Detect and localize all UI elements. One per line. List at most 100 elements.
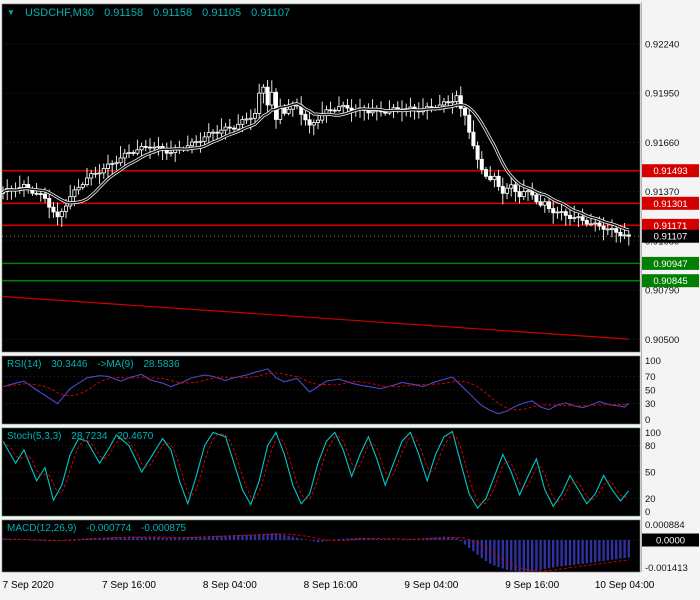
candle-body <box>315 119 320 123</box>
candle-body <box>614 228 619 233</box>
candle-body <box>244 118 249 121</box>
candle-body <box>118 157 123 164</box>
candle-body <box>131 152 136 154</box>
candle-body <box>446 101 451 104</box>
candle-body <box>551 208 556 214</box>
price-tick-label: 0.91950 <box>645 89 679 100</box>
candle-body <box>576 216 581 219</box>
macd-panel-canvas[interactable] <box>1 519 641 573</box>
macd-signal-value: -0.000875 <box>141 523 187 534</box>
ohlc-high: 0.91158 <box>153 7 193 19</box>
candle-body <box>458 95 463 109</box>
candle-body <box>143 146 148 148</box>
candle-body <box>59 211 64 218</box>
candle-body <box>194 141 199 144</box>
candle-body <box>261 86 266 94</box>
candle-body <box>593 222 598 225</box>
candle-body <box>139 146 144 151</box>
candle-body <box>471 131 476 147</box>
stoch-k-line <box>2 430 630 510</box>
candle-body <box>341 104 346 108</box>
candle-body <box>152 146 157 149</box>
candle-body <box>475 145 480 160</box>
candle-body <box>85 177 90 186</box>
price-tick-label: 0.90790 <box>645 286 679 297</box>
macd-zero-label: 0.0000 <box>656 536 685 547</box>
candle-body <box>43 193 48 199</box>
candle-body <box>563 211 568 216</box>
main-chart-canvas[interactable] <box>1 3 641 353</box>
price-tick-label: 0.91660 <box>645 138 679 149</box>
candle-body <box>626 234 631 237</box>
stoch-d-line <box>2 433 629 505</box>
rsi-ma-line <box>2 372 629 411</box>
candle-body <box>72 189 77 198</box>
ma-line <box>2 102 630 231</box>
candle-body <box>345 104 350 109</box>
resistance-price-label: 0.91493 <box>653 166 687 177</box>
macd-signal-line <box>2 533 629 572</box>
candle-body <box>252 113 257 119</box>
resistance-price-label-box <box>642 218 699 232</box>
stoch-tick-label: 50 <box>645 468 656 479</box>
candle-body <box>269 91 274 106</box>
candle-body <box>286 108 291 114</box>
candle-body <box>500 186 505 194</box>
candle-body <box>106 163 111 169</box>
candle-body <box>231 127 236 130</box>
candle-body <box>488 175 493 181</box>
candle-body <box>265 86 270 106</box>
candle-body <box>189 141 194 147</box>
rsi-panel-canvas[interactable] <box>1 355 641 425</box>
rsi-ma-value: 28.5836 <box>143 359 180 370</box>
stoch-panel-canvas[interactable] <box>1 427 641 517</box>
expand-arrow-icon[interactable]: ▼ <box>7 8 15 17</box>
candle-body <box>483 169 488 177</box>
candle-body <box>534 194 539 203</box>
candle-body <box>219 129 224 134</box>
candle-body <box>38 193 43 196</box>
candle-body <box>450 101 455 104</box>
candle-body <box>135 149 140 154</box>
candle-body <box>80 184 85 188</box>
candle-body <box>441 101 446 106</box>
candle-body <box>509 184 514 189</box>
time-axis-label: 7 Sep 16:00 <box>102 580 156 591</box>
time-axis-label: 8 Sep 16:00 <box>304 580 358 591</box>
resistance-price-label-box <box>642 164 699 178</box>
macd-tick-label: -0.001413 <box>645 563 688 574</box>
candle-body <box>215 131 220 134</box>
candle-body <box>589 223 594 226</box>
stoch-tick-label: 0 <box>645 507 650 518</box>
macd-title-bar: MACD(12,26,9) -0.000774 -0.000875 <box>7 523 193 534</box>
symbol-period-label: USDCHF,M30 <box>24 7 95 19</box>
rsi-ma-label: ->MA(9) <box>97 359 134 370</box>
candle-body <box>47 197 52 208</box>
candle-body <box>236 123 241 130</box>
resistance-price-label-box <box>642 196 699 210</box>
candle-body <box>64 205 69 212</box>
candle-body <box>210 131 215 134</box>
macd-tick-label: 0.000884 <box>645 520 685 531</box>
rsi-tick-label: 50 <box>645 386 656 397</box>
time-axis-label: 10 Sep 04:00 <box>595 580 655 591</box>
stoch-title-bar: Stoch(5,3,3) 28.7234 20.4670 <box>7 431 160 442</box>
support-price-label-box <box>642 274 699 288</box>
candle-body <box>521 191 526 198</box>
support-price-label: 0.90947 <box>653 259 687 270</box>
descending-trendline <box>2 295 629 340</box>
candle-body <box>467 114 472 133</box>
candle-body <box>93 172 98 175</box>
price-tick-label: 0.90500 <box>645 335 679 346</box>
candle-body <box>303 113 308 121</box>
candle-body <box>492 175 497 181</box>
stoch-tick-label: 100 <box>645 428 661 439</box>
candle-body <box>584 220 589 225</box>
candle-body <box>395 107 400 110</box>
candle-body <box>110 163 115 165</box>
candle-body <box>227 126 232 129</box>
candle-body <box>517 191 522 198</box>
candle-body <box>454 95 459 103</box>
